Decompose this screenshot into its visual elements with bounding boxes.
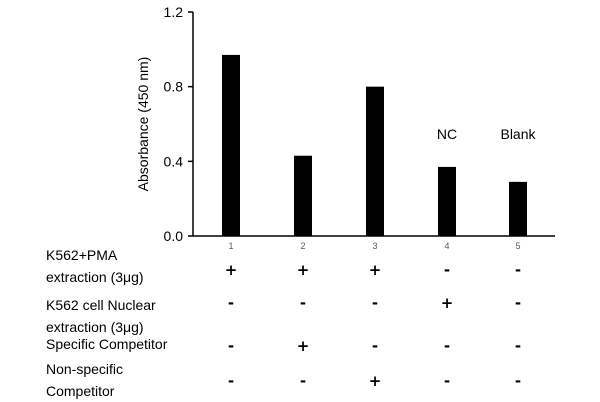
condition-label-line: extraction (3μg) — [46, 319, 144, 335]
y-tick-label: 1.2 — [164, 4, 184, 20]
minus-mark: - — [514, 261, 522, 279]
minus-mark: - — [227, 372, 235, 390]
condition-label: Non-specific Competitor — [46, 358, 123, 402]
condition-label: K562+PMA extraction (3μg) — [46, 244, 144, 288]
plus-mark: + — [296, 337, 310, 355]
category-label: 4 — [444, 241, 449, 251]
minus-mark: - — [514, 294, 522, 312]
plus-mark: + — [296, 261, 310, 279]
category-label: 2 — [300, 241, 305, 251]
minus-mark: - — [227, 337, 235, 355]
bar-annotations: NC Blank — [437, 126, 537, 142]
condition-label-line: Competitor — [46, 383, 115, 399]
condition-label-line: K562 cell Nuclear — [46, 297, 156, 313]
bars — [222, 54, 527, 237]
y-axis-title: Absorbance (450 nm) — [135, 57, 151, 192]
bar-5 — [509, 181, 527, 236]
minus-mark: - — [371, 294, 379, 312]
category-label: 1 — [228, 241, 233, 251]
minus-mark: - — [514, 337, 522, 355]
bar-2 — [294, 155, 312, 236]
category-label: 3 — [372, 241, 377, 251]
condition-label-line: Non-specific — [46, 361, 124, 377]
condition-label: K562 cell Nuclear extraction (3μg) — [46, 294, 156, 338]
bar-1 — [222, 54, 240, 236]
annotation-blank: Blank — [500, 126, 536, 142]
minus-mark: - — [371, 337, 379, 355]
y-tick-label: 0.8 — [164, 79, 184, 95]
plus-mark: + — [224, 261, 238, 279]
category-label: 5 — [515, 241, 520, 251]
condition-label: Specific Competitor — [46, 333, 167, 355]
minus-mark: - — [443, 372, 451, 390]
condition-label-line: Specific Competitor — [46, 336, 168, 352]
plus-mark: + — [368, 372, 382, 390]
bar-3 — [366, 86, 384, 237]
y-axis-ticks: 0.0 0.4 0.8 1.2 — [164, 4, 193, 244]
bar-4 — [438, 166, 456, 236]
minus-mark: - — [299, 372, 307, 390]
minus-mark: - — [227, 294, 235, 312]
condition-label-line: extraction (3μg) — [46, 269, 144, 285]
y-tick-label: 0.4 — [164, 153, 184, 169]
minus-mark: - — [514, 372, 522, 390]
minus-mark: - — [443, 337, 451, 355]
condition-label-line: K562+PMA — [46, 247, 118, 263]
category-labels: 1 2 3 4 5 — [228, 241, 520, 251]
minus-mark: - — [299, 294, 307, 312]
plus-mark: + — [368, 261, 382, 279]
annotation-nc: NC — [437, 126, 457, 142]
y-tick-label: 0.0 — [164, 228, 184, 244]
minus-mark: - — [443, 261, 451, 279]
plus-mark: + — [440, 294, 454, 312]
